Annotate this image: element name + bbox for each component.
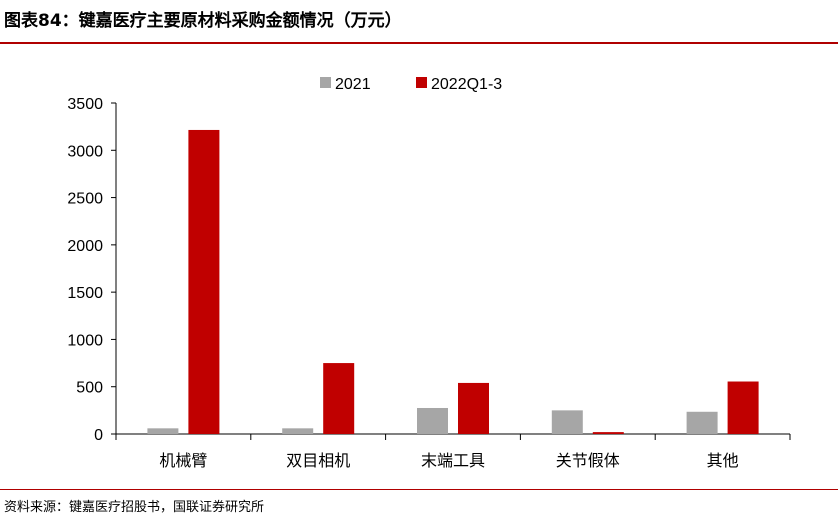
y-tick-label: 0 [94, 427, 103, 444]
y-tick-label: 1500 [67, 285, 103, 302]
x-axis: 机械臂 双目相机 末端工具 关节假体 其他 [115, 433, 791, 470]
bar-series-2022q1-3 [188, 129, 220, 434]
bar-series-2021 [417, 407, 448, 434]
y-axis: 0 500 1000 1500 2000 2500 3000 3500 [67, 96, 117, 444]
x-category-label: 双目相机 [286, 451, 350, 470]
legend-label: 2022Q1-3 [431, 76, 502, 93]
bar-series-2021 [551, 410, 583, 434]
y-tick-label: 3500 [67, 96, 103, 113]
legend-swatch [416, 77, 427, 88]
y-tick-label: 3000 [67, 143, 103, 160]
legend-swatch [320, 77, 331, 88]
x-category-label: 机械臂 [159, 451, 207, 470]
figure-title: 图表84：键嘉医疗主要原材料采购金额情况（万元） [4, 11, 402, 31]
chart-legend: 2021 2022Q1-3 [320, 76, 502, 93]
bar-series-2022q1-3 [727, 381, 759, 434]
y-tick-label: 2500 [67, 191, 103, 208]
footer-rule [0, 489, 838, 490]
bar-series-2022q1-3 [592, 432, 624, 434]
bar-series-2021 [686, 411, 718, 434]
legend-label: 2021 [335, 76, 371, 93]
bar-series-2022q1-3 [458, 382, 489, 434]
title-rule [0, 42, 838, 44]
y-tick-label: 500 [76, 380, 103, 397]
y-tick-label: 1000 [67, 332, 103, 349]
bars [147, 129, 759, 434]
x-category-label: 关节假体 [556, 451, 620, 470]
y-tick-label: 2000 [67, 238, 103, 255]
source-note: 资料来源：键嘉医疗招股书，国联证券研究所 [4, 500, 265, 515]
x-category-label: 其他 [707, 451, 739, 470]
x-category-label: 末端工具 [421, 451, 485, 470]
bar-series-2022q1-3 [323, 363, 355, 434]
bar-series-2021 [282, 428, 314, 434]
bar-series-2021 [147, 428, 179, 434]
